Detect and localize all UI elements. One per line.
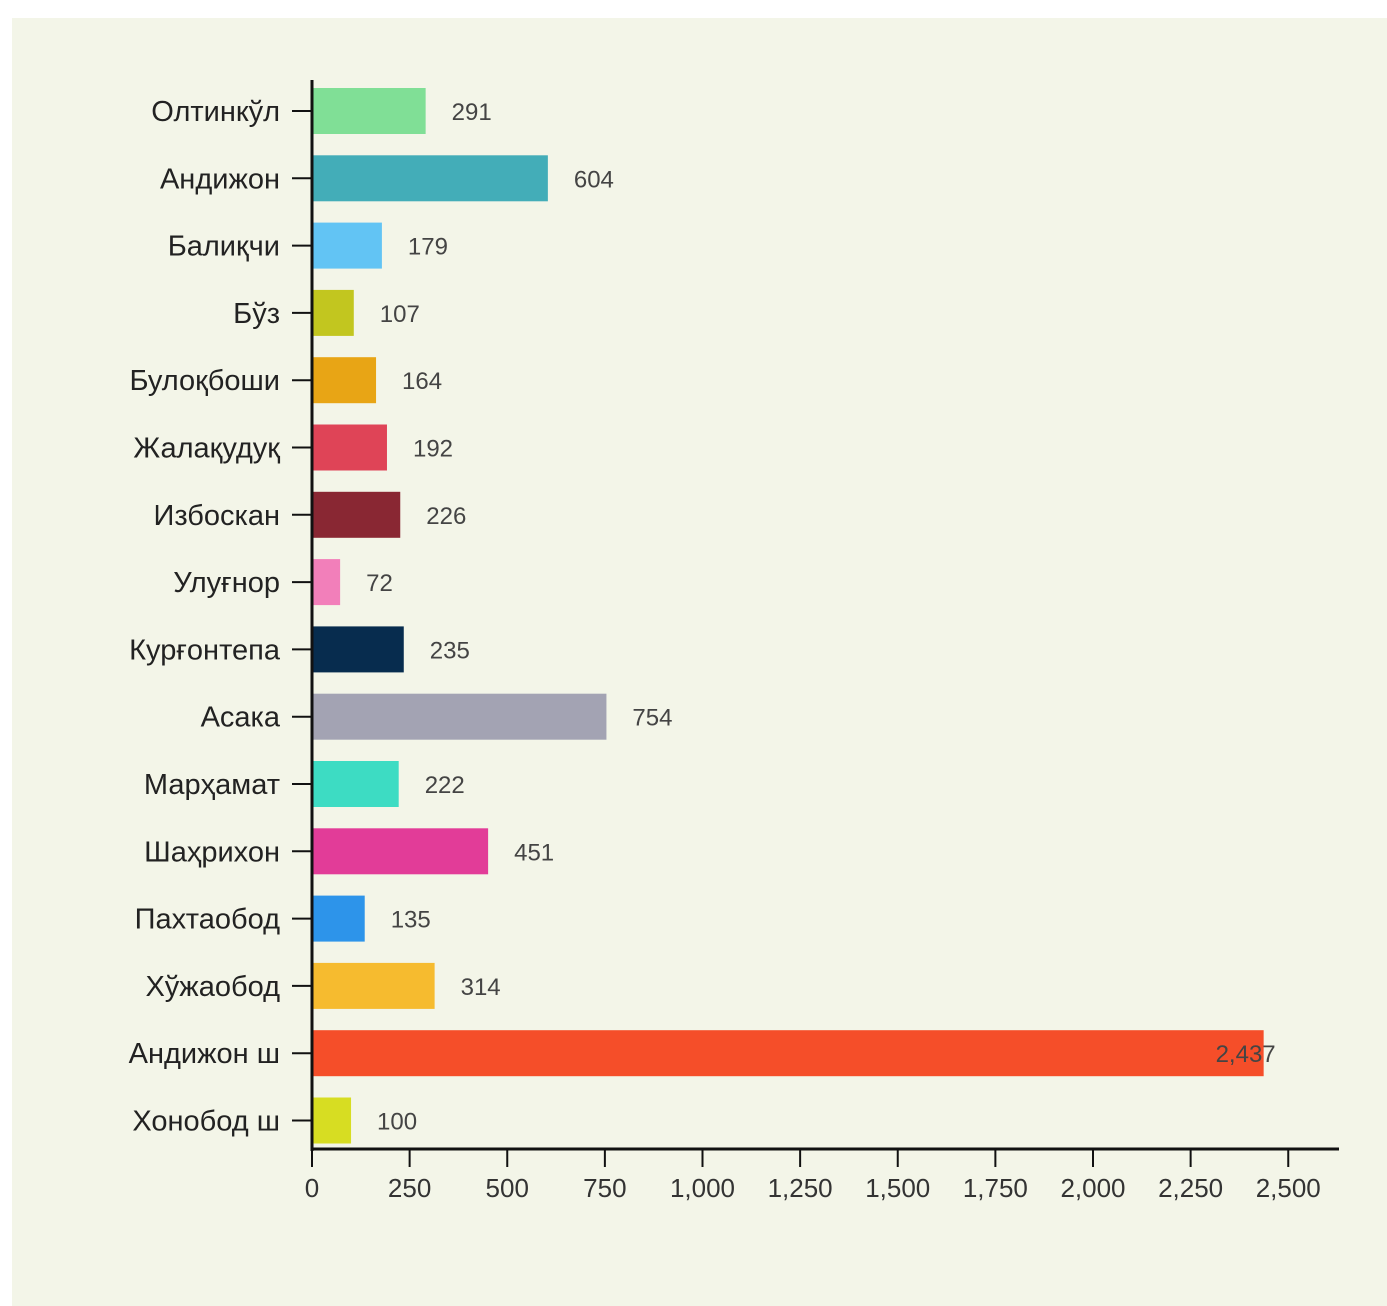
- bar-15: [312, 1030, 1264, 1077]
- category-label: Олтинкўл: [151, 96, 280, 128]
- chart-panel: Олтинкўл Андижон Балиқчи Бўз Булоқбоши Жалақу…: [12, 18, 1387, 1306]
- value-label: 192: [413, 436, 453, 463]
- bar-14: [312, 962, 435, 1009]
- category-labels: Олтинкўл Андижон Балиқчи Бўз Булоқбоши Жалақу…: [129, 96, 281, 1138]
- bar-8: [312, 559, 341, 606]
- x-tick-label: 2,500: [1256, 1173, 1321, 1203]
- x-tick-label: 250: [388, 1173, 431, 1203]
- category-label: Андижон: [160, 163, 280, 195]
- bar-11: [312, 761, 399, 807]
- bar-13: [312, 895, 365, 942]
- value-label: 222: [425, 772, 465, 799]
- x-tick-label: 750: [583, 1173, 626, 1203]
- value-label: 164: [402, 368, 442, 395]
- value-label: 226: [426, 503, 466, 530]
- x-tick-label: 1,500: [865, 1173, 930, 1203]
- category-label: Избоскан: [153, 500, 280, 532]
- bar-10: [312, 693, 607, 740]
- category-label: Асака: [201, 702, 281, 734]
- value-label: 2,437: [1216, 1041, 1276, 1068]
- category-label: Шаҳрихон: [144, 836, 280, 868]
- value-label: 135: [391, 907, 431, 934]
- x-tick-label: 1,250: [768, 1173, 833, 1203]
- x-tick-label: 500: [486, 1173, 529, 1203]
- axes: 0 250 500 750 1,000 1,250 1,500 1,750 2,000 2,250…: [292, 80, 1339, 1203]
- category-label: Курғонтепа: [129, 634, 281, 666]
- value-label: 235: [430, 637, 470, 664]
- bar-16: [312, 1097, 352, 1144]
- bar-3: [312, 222, 382, 269]
- category-label: Булоқбоши: [129, 365, 280, 397]
- bar-5: [312, 357, 377, 404]
- category-label: Улуғнор: [173, 567, 280, 599]
- value-label: 100: [377, 1109, 417, 1136]
- category-label: Марҳамат: [144, 769, 280, 801]
- bar-4: [312, 289, 354, 336]
- value-label: 451: [514, 839, 554, 866]
- category-label: Бўз: [233, 298, 280, 330]
- value-label: 179: [408, 234, 448, 261]
- bar-7: [312, 491, 401, 538]
- value-labels: 291 604 179 107 164 192 226 72 235 754 222 451 135 31…: [366, 99, 1276, 1136]
- value-label: 604: [574, 166, 614, 193]
- value-label: 107: [380, 301, 420, 328]
- x-tick-label: 1,750: [963, 1173, 1028, 1203]
- value-label: 314: [461, 974, 501, 1001]
- x-tick-label: 0: [305, 1173, 319, 1203]
- bar-1: [312, 88, 426, 134]
- category-label: Пахтаобод: [135, 904, 280, 936]
- bar-chart: Олтинкўл Андижон Балиқчи Бўз Булоқбоши Жалақу…: [129, 80, 1339, 1203]
- value-label: 754: [632, 705, 672, 732]
- x-tick-label: 2,000: [1060, 1173, 1125, 1203]
- category-label: Хўжаобод: [145, 971, 280, 1003]
- value-label: 291: [452, 99, 492, 126]
- category-label: Балиқчи: [168, 231, 280, 263]
- x-tick-label: 1,000: [670, 1173, 735, 1203]
- category-label: Андижон ш: [129, 1038, 280, 1070]
- bar-6: [312, 424, 387, 471]
- category-label: Хонобод ш: [132, 1106, 280, 1138]
- bar-2: [312, 155, 548, 202]
- x-tick-label: 2,250: [1158, 1173, 1223, 1203]
- bar-9: [312, 626, 404, 673]
- bars-layer: [312, 88, 1264, 1144]
- bar-12: [312, 828, 489, 875]
- value-label: 72: [366, 570, 393, 597]
- category-label: Жалақудуқ: [133, 433, 280, 465]
